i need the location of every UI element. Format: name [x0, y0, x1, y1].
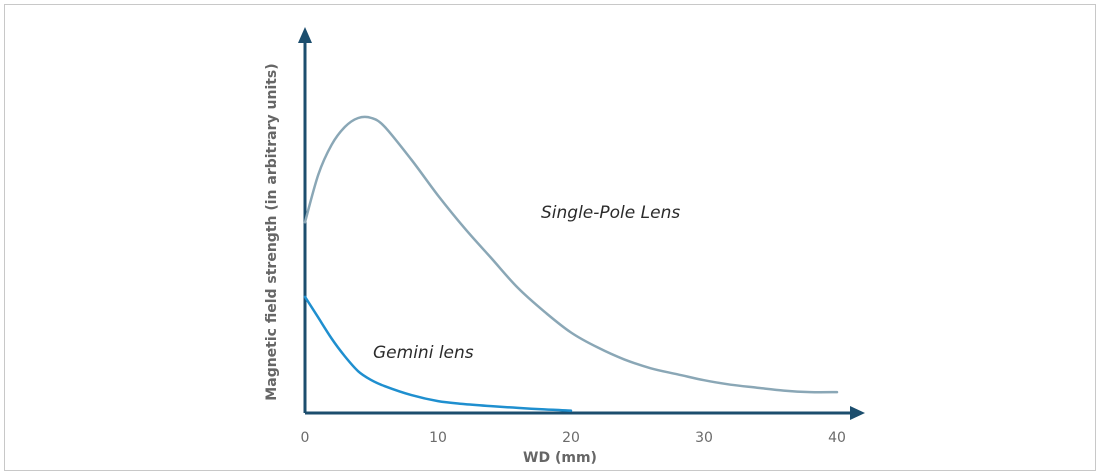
y-axis-title: Magnetic field strength (in arbitrary un… — [264, 63, 280, 400]
y-axis-arrowhead — [298, 27, 312, 43]
x-tick-label: 30 — [695, 430, 713, 446]
x-axis-arrowhead — [850, 406, 865, 420]
single-pole-lens-label: Single-Pole Lens — [541, 203, 680, 223]
gemini-lens-label: Gemini lens — [373, 343, 474, 363]
x-tick-label: 10 — [429, 430, 447, 446]
chart-frame — [4, 4, 1096, 471]
x-axis-title: WD (mm) — [523, 450, 597, 466]
x-tick-label: 0 — [301, 430, 310, 446]
series-lines — [303, 115, 839, 412]
x-tick-label: 40 — [828, 430, 846, 446]
x-tick-label: 20 — [562, 430, 580, 446]
gemini-lens-line — [303, 295, 573, 412]
axes — [298, 27, 865, 420]
x-tick-labels: 0 10 20 30 40 — [301, 430, 846, 446]
single-pole-lens-line — [303, 115, 839, 394]
